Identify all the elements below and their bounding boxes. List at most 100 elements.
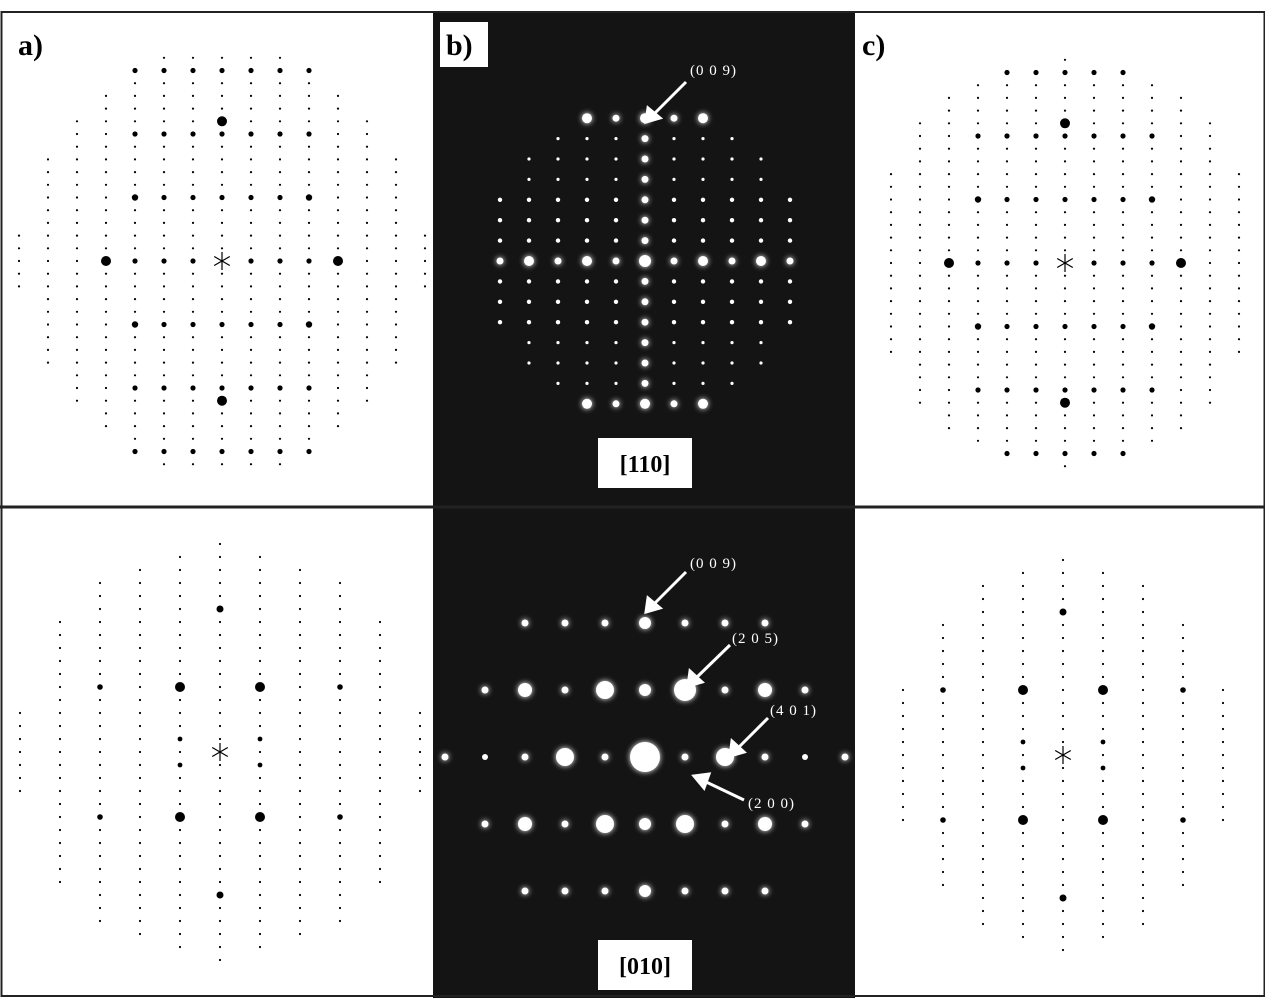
spot (1022, 845, 1024, 847)
spot (299, 712, 301, 714)
spot (556, 157, 559, 160)
spot (179, 621, 181, 623)
spot (1182, 702, 1184, 704)
spot (219, 946, 221, 948)
spot (1062, 949, 1064, 951)
spot (99, 894, 101, 896)
spot (337, 400, 339, 402)
spot (1180, 160, 1182, 162)
spot (1209, 338, 1211, 340)
spot (379, 868, 381, 870)
spot (337, 362, 339, 364)
spot (366, 323, 368, 325)
spot (1102, 858, 1104, 860)
spot (163, 235, 165, 237)
spot (219, 660, 221, 662)
spot (192, 285, 194, 287)
spot (192, 336, 194, 338)
spot (1006, 224, 1008, 226)
spot (47, 349, 49, 351)
spot (379, 790, 381, 792)
spot (948, 364, 950, 366)
spot (919, 325, 921, 327)
spot (99, 595, 101, 597)
spot (219, 686, 221, 688)
spot (1149, 387, 1154, 392)
spot (163, 222, 165, 224)
spot (99, 608, 101, 610)
spot (175, 682, 185, 692)
spot (179, 907, 181, 909)
spot (1033, 324, 1038, 329)
spot (221, 158, 223, 160)
spot (890, 237, 892, 239)
spot (1035, 211, 1037, 213)
spot (642, 380, 649, 387)
spot (219, 68, 224, 73)
spot (676, 815, 694, 833)
spot (1018, 815, 1028, 825)
spot (59, 751, 61, 753)
spot (1151, 275, 1153, 277)
spot (1033, 451, 1038, 456)
spot (1102, 585, 1104, 587)
spot (105, 95, 107, 97)
spot (1222, 689, 1224, 691)
spot (221, 222, 223, 224)
spot (919, 135, 921, 137)
spot (919, 300, 921, 302)
spot (139, 634, 141, 636)
spot (259, 582, 261, 584)
spot (1151, 287, 1153, 289)
spot (1064, 224, 1066, 226)
spot (59, 621, 61, 623)
spot (395, 273, 397, 275)
spot (942, 637, 944, 639)
spot (248, 68, 253, 73)
spot (982, 741, 984, 743)
spot (179, 868, 181, 870)
spot (139, 582, 141, 584)
spot (890, 249, 892, 251)
spot (219, 842, 221, 844)
spot (1093, 148, 1095, 150)
spot (890, 198, 892, 200)
spot (1064, 97, 1066, 99)
spot (948, 224, 950, 226)
spot (1182, 728, 1184, 730)
spot (902, 754, 904, 756)
spot (105, 298, 107, 300)
spot (99, 868, 101, 870)
spot (948, 414, 950, 416)
spot (582, 399, 592, 409)
spot (982, 858, 984, 860)
spot (105, 209, 107, 211)
spot (299, 907, 301, 909)
spot (1151, 237, 1153, 239)
spot (308, 95, 310, 97)
spot (759, 279, 763, 283)
spot (139, 894, 141, 896)
spot (366, 273, 368, 275)
spot (1209, 186, 1211, 188)
spot (518, 683, 532, 697)
spot (339, 660, 341, 662)
spot (1142, 832, 1144, 834)
spot (1062, 715, 1064, 717)
spot (299, 660, 301, 662)
spot (179, 842, 181, 844)
spot (1064, 440, 1066, 442)
spot (134, 209, 136, 211)
spot (944, 258, 954, 268)
spot (134, 336, 136, 338)
spot (379, 634, 381, 636)
spot (179, 855, 181, 857)
spot (221, 247, 223, 249)
spot (1222, 793, 1224, 795)
spot (1209, 376, 1211, 378)
spot (47, 158, 49, 160)
spot (948, 135, 950, 137)
spot (105, 412, 107, 414)
spot (59, 816, 61, 818)
spot (1093, 338, 1095, 340)
